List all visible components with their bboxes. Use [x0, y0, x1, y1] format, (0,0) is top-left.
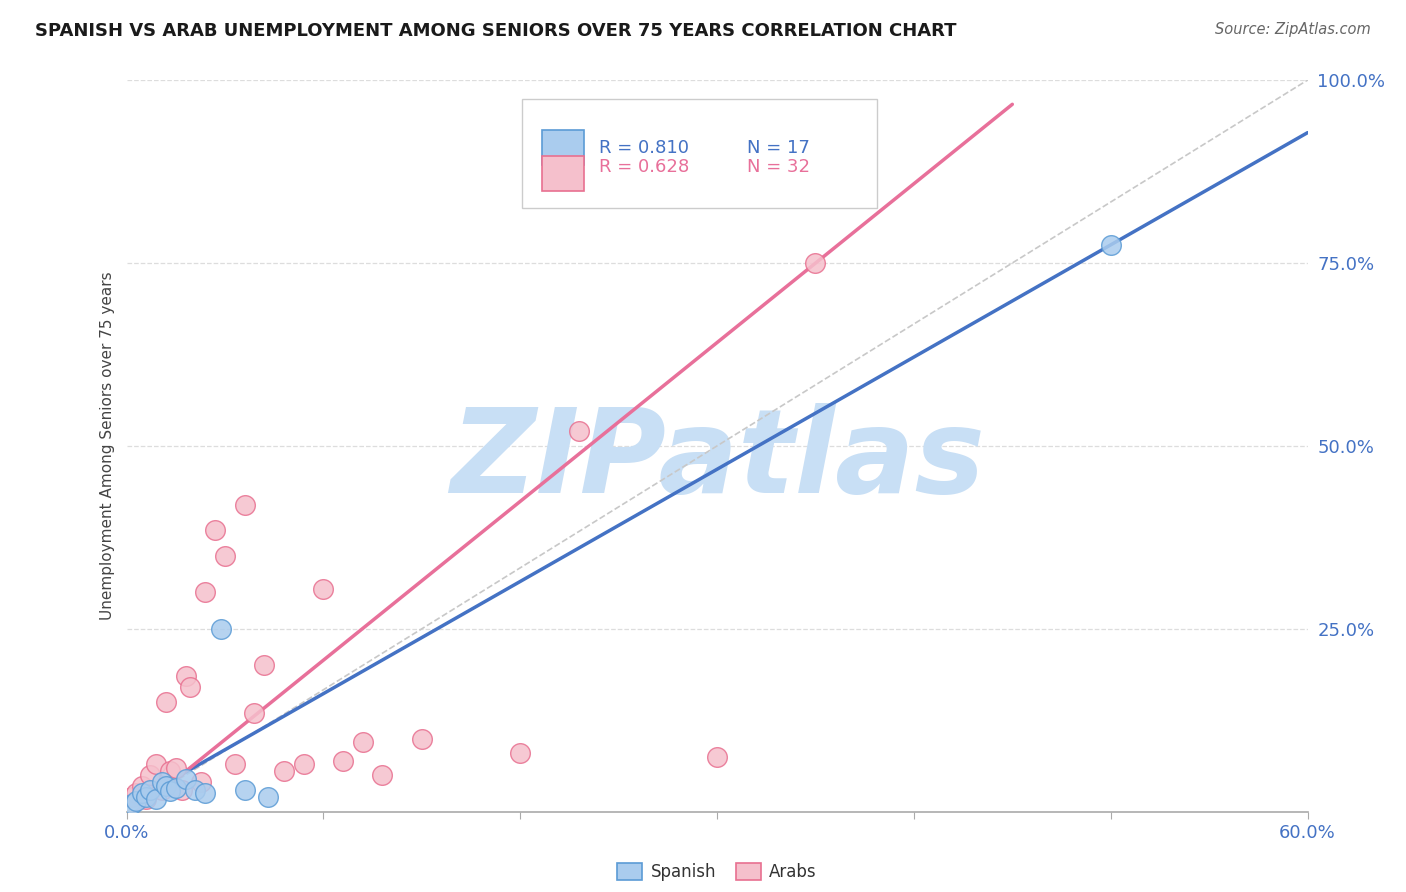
Point: [139, 768, 162, 782]
Text: R = 0.628: R = 0.628: [599, 158, 689, 176]
Legend: Spanish, Arabs: Spanish, Arabs: [610, 856, 824, 888]
Text: Source: ZipAtlas.com: Source: ZipAtlas.com: [1215, 22, 1371, 37]
FancyBboxPatch shape: [522, 99, 876, 209]
Point: [243, 706, 266, 720]
Point: [125, 794, 148, 808]
Point: [165, 781, 187, 796]
Point: [706, 749, 728, 764]
Point: [125, 787, 148, 801]
Point: [411, 731, 433, 746]
Text: ZIPatlas: ZIPatlas: [450, 403, 984, 518]
Point: [150, 782, 173, 797]
Point: [155, 779, 177, 793]
Text: N = 17: N = 17: [747, 138, 810, 157]
Point: [194, 787, 217, 801]
Point: [224, 757, 246, 772]
Point: [312, 582, 335, 596]
Point: [509, 746, 531, 760]
Point: [253, 658, 276, 673]
Point: [174, 772, 197, 786]
Point: [165, 761, 187, 775]
Text: SPANISH VS ARAB UNEMPLOYMENT AMONG SENIORS OVER 75 YEARS CORRELATION CHART: SPANISH VS ARAB UNEMPLOYMENT AMONG SENIO…: [35, 22, 956, 40]
Text: R = 0.810: R = 0.810: [599, 138, 689, 157]
Point: [273, 764, 295, 779]
Point: [332, 754, 354, 768]
Point: [145, 757, 167, 772]
Point: [292, 757, 315, 772]
Point: [170, 782, 193, 797]
Point: [233, 498, 256, 512]
Point: [121, 790, 143, 805]
Point: [174, 669, 197, 683]
Point: [150, 775, 173, 789]
Point: [139, 782, 162, 797]
Point: [804, 256, 827, 270]
Point: [204, 523, 226, 537]
Y-axis label: Unemployment Among Seniors over 75 years: Unemployment Among Seniors over 75 years: [100, 272, 115, 620]
Point: [121, 797, 143, 812]
Point: [159, 784, 181, 798]
Point: [233, 782, 256, 797]
Point: [159, 764, 181, 779]
Point: [131, 787, 153, 801]
Text: N = 32: N = 32: [747, 158, 810, 176]
Point: [190, 775, 212, 789]
Point: [135, 790, 157, 805]
Point: [184, 782, 207, 797]
Point: [135, 791, 157, 805]
Point: [155, 695, 177, 709]
Point: [194, 585, 217, 599]
Point: [145, 791, 167, 805]
Point: [257, 790, 280, 805]
Point: [352, 735, 374, 749]
Point: [131, 779, 153, 793]
Point: [568, 425, 591, 439]
Point: [209, 622, 232, 636]
Point: [214, 549, 236, 563]
Bar: [543, 156, 583, 191]
Point: [371, 768, 394, 782]
Point: [1099, 238, 1122, 252]
Point: [179, 681, 201, 695]
Bar: [543, 130, 583, 165]
